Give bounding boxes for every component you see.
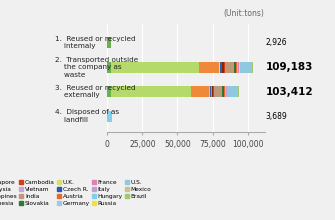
Text: 2.  Transported outside
    the company as
    waste: 2. Transported outside the company as wa… [55, 57, 138, 78]
Bar [191, 86, 209, 97]
Bar [212, 86, 213, 97]
Bar [220, 62, 222, 73]
Bar [239, 62, 240, 73]
Bar [214, 86, 222, 97]
Bar [222, 62, 224, 73]
Bar [210, 86, 211, 97]
Bar [107, 111, 112, 122]
Bar [209, 86, 210, 97]
Bar [238, 86, 239, 97]
Bar [226, 86, 227, 97]
Bar [111, 86, 191, 97]
Text: (Unit:tons): (Unit:tons) [224, 9, 265, 18]
Text: 3,689: 3,689 [265, 112, 287, 121]
Bar [227, 86, 238, 97]
Text: 109,183: 109,183 [265, 62, 313, 72]
Text: 2,926: 2,926 [265, 38, 287, 47]
Bar [211, 86, 212, 97]
Bar [107, 62, 112, 73]
Bar [107, 86, 111, 97]
Text: 3.  Reused or recycled
    extemally: 3. Reused or recycled extemally [55, 85, 136, 98]
Bar [112, 62, 199, 73]
Bar [236, 62, 237, 73]
Bar [219, 62, 220, 73]
Bar [234, 62, 236, 73]
Bar [252, 62, 253, 73]
Bar [223, 86, 224, 97]
Bar [213, 86, 214, 97]
Text: 103,412: 103,412 [265, 87, 313, 97]
Bar [225, 62, 234, 73]
Bar [240, 62, 252, 73]
Bar [224, 86, 225, 97]
Text: 4.  Disposed of as
    landfill: 4. Disposed of as landfill [55, 109, 119, 123]
Bar [224, 62, 225, 73]
Bar [238, 62, 239, 73]
Bar [199, 62, 219, 73]
Text: 1.  Reused or recycled
    intemaly: 1. Reused or recycled intemaly [55, 36, 136, 49]
Bar [237, 62, 238, 73]
Bar [225, 86, 226, 97]
Bar [107, 37, 111, 48]
Bar [222, 86, 223, 97]
Legend: Japan, Thai, China, Korea, Singapore, Malaysia, Philippines, Indonesia, Cambodia: Japan, Thai, China, Korea, Singapore, Ma… [0, 180, 151, 206]
